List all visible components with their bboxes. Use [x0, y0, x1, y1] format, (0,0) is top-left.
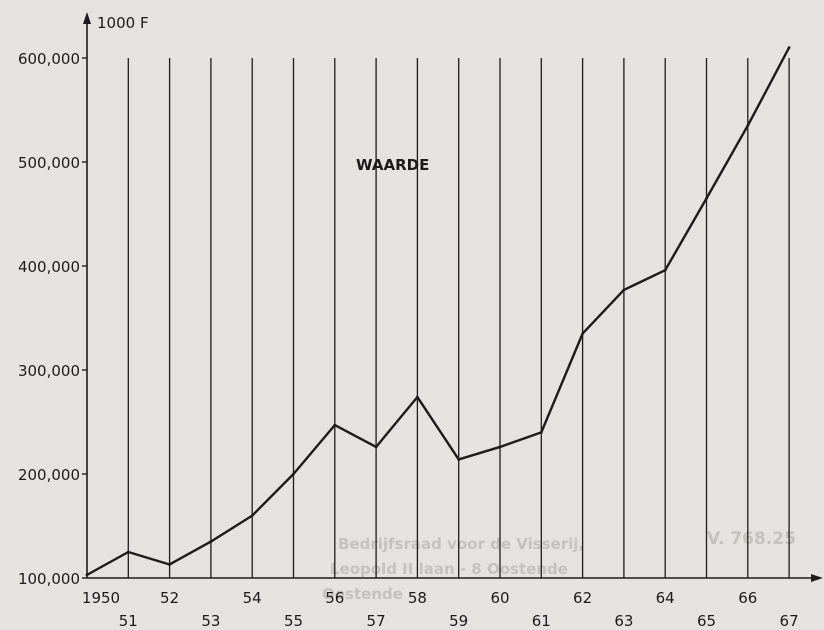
- x-tick-label: 59: [449, 612, 468, 630]
- series-label: WAARDE: [356, 156, 429, 174]
- y-tick-labels: 100,000 200,000 300,000 400,000 500,000 600,0…: [18, 50, 87, 588]
- y-axis-arrow: [83, 12, 91, 24]
- x-tick-label: 51: [119, 612, 138, 630]
- bleed-through-text: Bedrijfsraad voor de Visserij, Leopold I…: [322, 529, 796, 603]
- x-tick-label: 55: [284, 612, 303, 630]
- x-tick-label: 66: [738, 589, 757, 607]
- x-axis-arrow: [811, 574, 823, 582]
- x-tick-label: 57: [367, 612, 386, 630]
- series-waarde: [85, 46, 791, 577]
- data-point-53: [209, 540, 213, 543]
- y-tick-label: 300,000: [18, 362, 80, 380]
- x-tick-label: 60: [490, 589, 509, 607]
- bleed-line-1: Bedrijfsraad voor de Visserij,: [338, 535, 584, 553]
- data-point-66: [746, 124, 750, 127]
- x-tick-labels: 1950 51 52 53 54 55 56 57 58 59 60 61 62 63 64 65 66 67: [82, 589, 799, 630]
- data-point-54: [250, 514, 254, 517]
- x-tick-label: 1950: [82, 589, 120, 607]
- x-tick-label: 64: [656, 589, 675, 607]
- x-tick-label: 54: [243, 589, 262, 607]
- y-tick-label: 600,000: [18, 50, 80, 68]
- y-tick-label: 400,000: [18, 258, 80, 276]
- x-tick-label: 53: [201, 612, 220, 630]
- y-tick-label: 200,000: [18, 466, 80, 484]
- data-point-67: [787, 46, 791, 49]
- data-point-51: [126, 550, 130, 554]
- data-point-59: [457, 458, 461, 461]
- data-point-55: [292, 472, 295, 476]
- x-tick-label: 58: [408, 589, 427, 607]
- data-point-65: [705, 197, 708, 200]
- data-point-1950: [85, 573, 89, 577]
- data-point-58: [416, 395, 419, 399]
- x-tick-label: 67: [780, 612, 799, 630]
- y-tick-label: 500,000: [18, 154, 80, 172]
- x-tick-label: 52: [160, 589, 179, 607]
- vertical-grid: [127, 58, 790, 578]
- x-tick-label: 62: [573, 589, 592, 607]
- data-point-64: [663, 268, 667, 272]
- bleed-line-2: Leopold II laan - 8 Oostende: [330, 560, 568, 578]
- data-point-60: [498, 445, 502, 449]
- y-tick-label: 100,000: [18, 570, 80, 588]
- bleed-line-3: Oostende: [322, 585, 403, 603]
- series-line: [86, 47, 791, 576]
- data-point-52: [168, 563, 172, 566]
- y-unit-label: 1000 F: [97, 14, 149, 32]
- data-point-61: [539, 431, 543, 434]
- data-point-57: [374, 445, 378, 449]
- bleed-side-code: V. 768.25: [707, 529, 796, 549]
- x-tick-label: 61: [532, 612, 551, 630]
- x-tick-label: 63: [614, 612, 633, 630]
- data-point-56: [333, 423, 337, 427]
- x-tick-label: 65: [697, 612, 716, 630]
- data-point-62: [581, 332, 584, 335]
- x-tick-label: 56: [325, 589, 344, 607]
- data-point-63: [622, 288, 626, 292]
